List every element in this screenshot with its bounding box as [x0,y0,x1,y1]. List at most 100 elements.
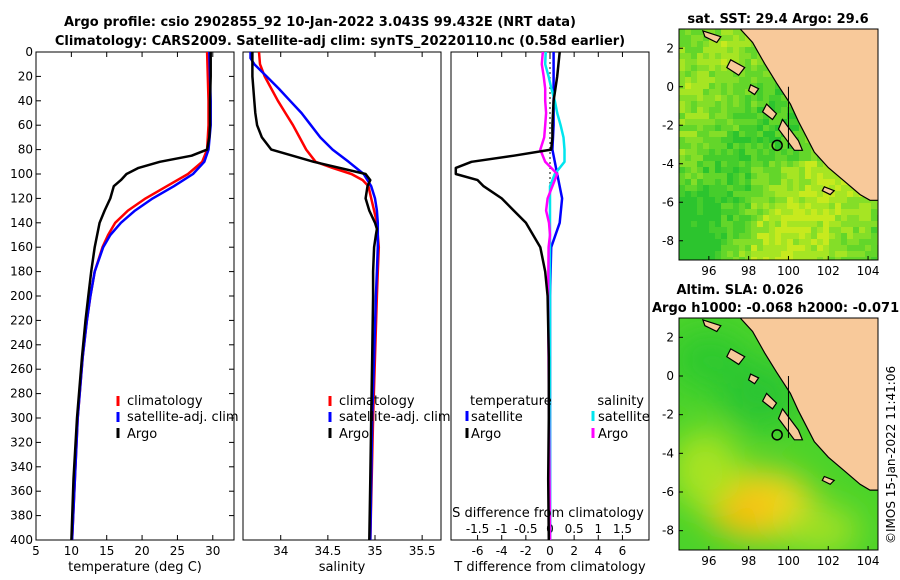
sst-cell [727,251,733,257]
sst-cell [739,89,745,95]
sst-cell [787,125,793,131]
sst-cell [709,215,715,221]
sst-cell [817,167,823,173]
sst-cell [697,89,703,95]
sst-cell [703,233,709,239]
legend-label-argo: Argo [339,427,369,442]
sst-cell [775,215,781,221]
sst-cell [781,251,787,257]
sst-cell [757,209,763,215]
x-tick-label: 35 [367,544,382,558]
sst-cell [805,191,811,197]
sst-cell [697,257,703,260]
sst-cell [703,143,709,149]
sst-cell [727,227,733,233]
sst-cell [757,95,763,101]
sst-cell [715,161,721,167]
sst-cell [721,257,727,260]
sst-cell [697,77,703,83]
sst-cell [847,209,853,215]
sst-cell [715,173,721,179]
sst-cell [763,227,769,233]
sst-cell [703,173,709,179]
sst-cell [763,203,769,209]
sst-cell [691,59,697,65]
sst-cell [727,191,733,197]
temperature-lines [70,52,212,540]
sst-cell [703,203,709,209]
sst-cell [739,185,745,191]
sst-cell [799,131,805,137]
sst-cell [745,53,751,59]
sst-cell [847,215,853,221]
sst-cell [727,53,733,59]
sst-cell [685,149,691,155]
sst-cell [679,197,685,203]
sst-cell [739,257,745,260]
sst-cell [775,245,781,251]
sst-cell [733,251,739,257]
sst-cell [805,143,811,149]
sst-cell [775,227,781,233]
sst-cell [841,245,847,251]
legend-label-t-satellite: satellite [471,410,523,425]
sst-cell [757,143,763,149]
sst-cell [793,239,799,245]
x-tick-label: 6 [619,544,627,558]
sst-cell [865,239,871,245]
sst-cell [715,107,721,113]
y-tick-label: 300 [10,411,33,425]
sst-cell [805,239,811,245]
sst-cell [715,83,721,89]
sst-cell [757,173,763,179]
sst-cell [745,215,751,221]
sst-cell [775,155,781,161]
sst-cell [733,137,739,143]
sst-cell [715,89,721,95]
sst-cell [721,209,727,215]
sst-cell [757,203,763,209]
sst-cell [781,167,787,173]
sst-cell [823,233,829,239]
salinity-panel: 34 34.5 35 35.5 salinity climatology satell… [242,51,451,575]
sst-cell [751,245,757,251]
sst-cell [847,257,853,260]
sst-cell [709,83,715,89]
sst-cell [823,197,829,203]
sst-cell [799,209,805,215]
sst-cell [703,77,709,83]
sst-cell [823,227,829,233]
s-difference-label: S difference from climatology [452,506,644,521]
sst-cell [787,113,793,119]
y-tick-label: 60 [18,118,33,132]
sst-cell [703,197,709,203]
sst-cell [739,107,745,113]
sst-cell [811,257,817,260]
sst-cell [691,257,697,260]
sst-cell [691,71,697,77]
sst-cell [679,215,685,221]
sst-cell [685,83,691,89]
sst-cell [721,215,727,221]
legend-label-satellite: satellite-adj. clim [339,410,451,425]
sst-cell [751,125,757,131]
sst-cell [703,119,709,125]
sst-cell [763,161,769,167]
sst-cell [691,95,697,101]
sst-cell [763,239,769,245]
sst-cell [733,35,739,41]
sst-cell [763,71,769,77]
sst-cell [787,143,793,149]
sst-cell [865,203,871,209]
sst-cell [703,227,709,233]
sst-cell [691,173,697,179]
sst-cell [739,125,745,131]
sst-cell [763,125,769,131]
sst-cell [781,161,787,167]
sst-cell [733,161,739,167]
sst-cell [793,179,799,185]
sst-cell [781,107,787,113]
sst-cell [679,203,685,209]
difference-legend: temperature satellite Argo salinity sate… [465,394,650,442]
sst-cell [859,203,865,209]
